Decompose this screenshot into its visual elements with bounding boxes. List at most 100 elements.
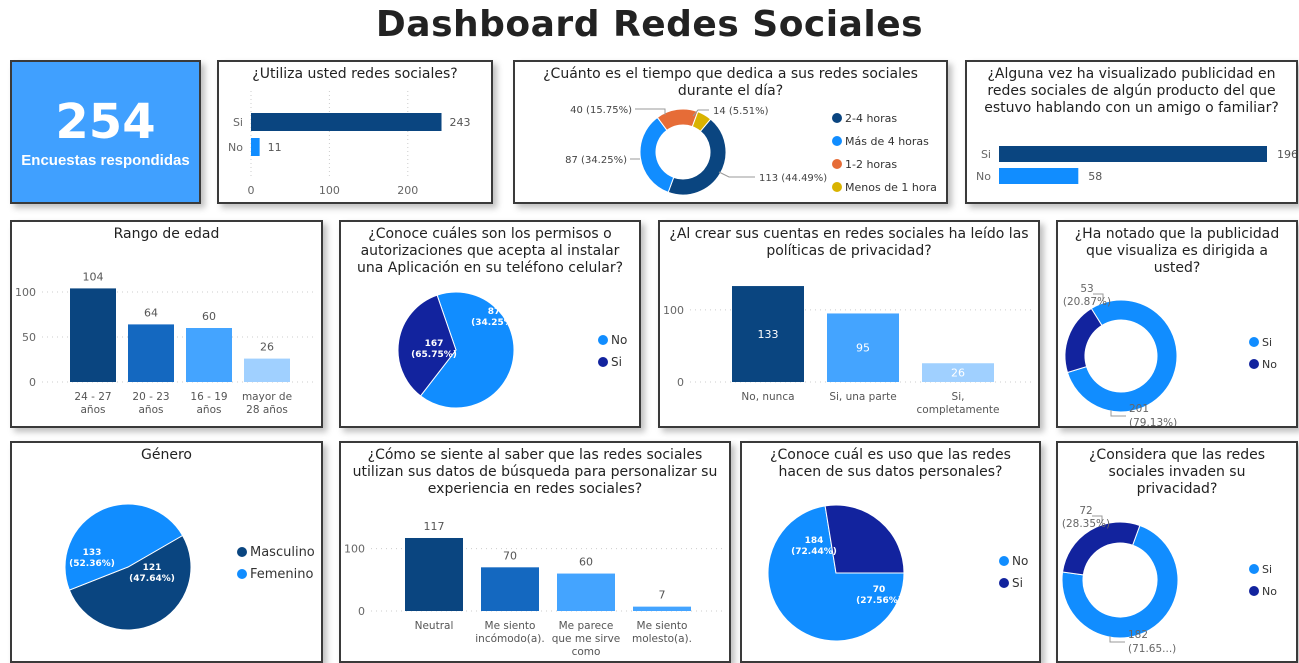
bar[interactable] (70, 288, 116, 382)
legend-item[interactable]: No (1249, 585, 1277, 598)
bar[interactable] (999, 168, 1079, 184)
x-category-label: No, nunca (741, 391, 794, 403)
bar[interactable] (732, 286, 804, 382)
data-label: 184 (805, 536, 824, 546)
data-label: 7 (659, 589, 666, 602)
chart-card-publicidad-amigo[interactable]: ¿Alguna vez ha visualizado publicidad en… (965, 60, 1298, 204)
legend-item[interactable]: No (598, 333, 627, 347)
y-category-label: No (976, 170, 991, 183)
bar[interactable] (999, 146, 1267, 162)
data-label: 196 (1277, 148, 1296, 161)
legend-item[interactable]: No (1249, 358, 1277, 371)
chart-title: Género (141, 447, 192, 463)
legend-item[interactable]: Menos de 1 hora (832, 181, 937, 194)
bar[interactable] (827, 313, 899, 382)
x-category-label: mayor de (242, 391, 292, 403)
legend-label: Si (1262, 336, 1272, 349)
bar[interactable] (481, 567, 539, 611)
chart-title: ¿Utiliza usted redes sociales? (252, 66, 458, 82)
x-category-label: años (139, 404, 164, 416)
legend-label: No (1262, 585, 1277, 598)
bar[interactable] (251, 138, 260, 156)
bar[interactable] (251, 113, 442, 131)
legend-item[interactable]: Si (1249, 336, 1272, 349)
data-label: (52.36%) (69, 559, 115, 569)
pie-slice[interactable] (397, 294, 457, 397)
chart-card-utiliza-redes[interactable]: ¿Utiliza usted redes sociales? 0 100 200 Si 2… (217, 60, 493, 204)
bar[interactable] (405, 537, 463, 611)
legend-dot-icon (832, 159, 842, 169)
legend-item[interactable]: Más de 4 horas (832, 135, 929, 148)
legend-item[interactable]: No (999, 554, 1028, 568)
chart-card-sentimiento-datos[interactable]: ¿Cómo se siente al saber que las redes s… (339, 441, 731, 663)
chart-card-invaden-privacidad[interactable]: ¿Considera que las redes sociales invade… (1056, 441, 1298, 663)
pie-slice[interactable] (1064, 307, 1103, 374)
chart-card-publicidad-dirigida[interactable]: ¿Ha notado que la publicidad que visuali… (1056, 220, 1298, 428)
pie-slice[interactable] (824, 504, 905, 574)
pie-slice[interactable] (64, 503, 184, 591)
legend-dot-icon (832, 182, 842, 192)
x-category-label: años (81, 404, 106, 416)
x-category-label: 28 años (246, 404, 288, 416)
data-label: 60 (579, 556, 593, 569)
pie-slice[interactable] (1066, 299, 1178, 413)
pie-slice[interactable] (419, 291, 515, 409)
data-label: 58 (1088, 170, 1102, 183)
legend-item[interactable]: Si (598, 355, 622, 369)
chart-card-tiempo-redes[interactable]: ¿Cuánto es el tiempo que dedica a sus re… (513, 60, 948, 204)
legend-item[interactable]: 2-4 horas (832, 112, 897, 125)
data-label: 104 (83, 270, 104, 283)
bar[interactable] (557, 573, 615, 611)
legend-item[interactable]: 1-2 horas (832, 158, 897, 171)
legend-dot-icon (832, 113, 842, 123)
bar[interactable] (922, 363, 994, 382)
chart-card-uso-datos[interactable]: ¿Conoce cuál es uso que las redes hacen … (740, 441, 1041, 663)
bar[interactable] (186, 328, 232, 382)
legend-label: Masculino (250, 545, 315, 560)
data-label: (72.44%) (791, 547, 837, 557)
legend-label: Más de 4 horas (845, 135, 929, 148)
pie-slice[interactable] (1061, 524, 1179, 639)
pie-slice[interactable] (68, 534, 192, 631)
data-label: 167 (425, 339, 444, 349)
legend-label: Menos de 1 hora (845, 181, 937, 194)
legend-label: 2-4 horas (845, 112, 897, 125)
y-tick-label: 0 (29, 376, 36, 389)
chart-card-genero[interactable]: Género 133 (52.36%) 121 (47.64%) Masculino Fem… (10, 441, 323, 663)
page-title: Dashboard Redes Sociales (375, 4, 924, 45)
chart-card-permisos-app[interactable]: ¿Conoce cuáles son los permisos o autori… (339, 220, 641, 428)
pie-slice[interactable] (667, 118, 727, 196)
x-category-label: Me siento (637, 620, 688, 632)
chart-title: ¿Ha notado que la publicidad que visuali… (1074, 226, 1280, 276)
legend-dot-icon (598, 357, 608, 367)
legend-item[interactable]: Femenino (237, 567, 314, 582)
chart-card-rango-edad[interactable]: Rango de edad 0 50 100 104 24 - 27 años 64 20 - … (10, 220, 323, 428)
legend-item[interactable]: Si (1249, 563, 1272, 576)
bar[interactable] (128, 324, 174, 382)
data-label: 113 (44.49%) (759, 173, 827, 184)
pie-slice[interactable] (691, 110, 712, 133)
data-label: 182 (1128, 629, 1148, 641)
pie-slice[interactable] (1061, 521, 1141, 576)
chart-title: ¿Cuánto es el tiempo que dedica a sus re… (543, 66, 918, 99)
data-label: 201 (1129, 403, 1149, 415)
data-label: 53 (1080, 283, 1093, 295)
x-category-label: que me sirve (552, 633, 621, 645)
y-category-label: Si (981, 148, 991, 161)
y-tick-label: 100 (344, 543, 365, 556)
x-category-label: Si, (952, 391, 965, 403)
y-tick-label: 100 (15, 286, 36, 299)
data-label: (47.64%) (129, 574, 175, 584)
y-category-label: No (228, 141, 243, 154)
bar[interactable] (633, 606, 691, 611)
chart-title: ¿Cómo se siente al saber que las redes s… (352, 447, 718, 497)
x-category-label: como (572, 646, 601, 658)
chart-card-politicas-privacidad[interactable]: ¿Al crear sus cuentas en redes sociales … (658, 220, 1040, 428)
kpi-value: 254 (55, 93, 156, 150)
legend-dot-icon (237, 547, 247, 557)
x-category-label: 20 - 23 (132, 391, 169, 403)
bar[interactable] (244, 358, 290, 382)
legend-label: Femenino (250, 567, 314, 582)
legend-item[interactable]: Masculino (237, 545, 315, 560)
legend-item[interactable]: Si (999, 576, 1023, 590)
